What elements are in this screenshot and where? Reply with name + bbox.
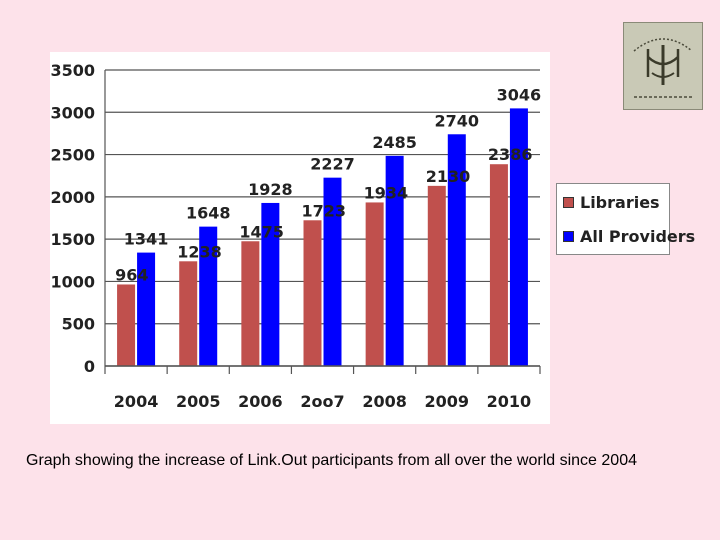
y-tick-label: 2500 [50, 146, 95, 165]
data-label-all-providers-2008: 2485 [372, 133, 417, 152]
legend-label-all-providers: All Providers [580, 227, 696, 246]
chart-caption: Graph showing the increase of Link.Out p… [26, 452, 637, 469]
legend-swatch-all-providers [563, 231, 574, 242]
y-tick-label: 2000 [50, 188, 95, 207]
data-label-libraries-2008: 1934 [364, 183, 409, 202]
bar-libraries-2010 [489, 164, 508, 366]
data-label-libraries-2oo7: 1723 [302, 201, 347, 220]
bar-libraries-2006 [241, 241, 260, 366]
bar-all-providers-2008 [385, 155, 404, 366]
data-label-libraries-2005: 1238 [177, 242, 222, 261]
legend-label-libraries: Libraries [580, 193, 660, 212]
bar-libraries-2009 [427, 185, 446, 366]
x-tick-label: 2006 [238, 392, 283, 411]
y-tick-label: 1000 [50, 272, 95, 291]
x-tick-label: 2009 [425, 392, 470, 411]
bar-all-providers-2004 [137, 252, 156, 366]
y-tick-label: 500 [62, 315, 95, 334]
data-label-all-providers-2009: 2740 [435, 111, 480, 130]
data-label-libraries-2010: 2386 [488, 145, 533, 164]
bar-libraries-2004 [117, 284, 136, 366]
x-tick-label: 2oo7 [300, 392, 344, 411]
bar-all-providers-2005 [199, 226, 218, 366]
bar-all-providers-2009 [447, 134, 466, 366]
x-tick-label: 2010 [487, 392, 532, 411]
institution-logo [623, 22, 703, 110]
data-label-all-providers-2oo7: 2227 [310, 155, 355, 174]
data-label-libraries-2004: 964 [115, 265, 148, 284]
chart-panel: 964 1341 1238 1648 1475 1928 1723 2227 1934 2485 2… [50, 52, 550, 424]
data-label-all-providers-2004: 1341 [124, 230, 169, 249]
bar-libraries-2008 [365, 202, 384, 366]
y-tick-label: 3000 [50, 103, 95, 122]
bar-all-providers-2oo7 [323, 177, 342, 366]
bar-libraries-2oo7 [303, 220, 322, 366]
chart-legend: Libraries All Providers [556, 183, 695, 255]
y-tick-label: 3500 [50, 61, 95, 80]
x-tick-label: 2005 [176, 392, 221, 411]
emblem-icon [633, 38, 693, 98]
bar-chart: 964 1341 1238 1648 1475 1928 1723 2227 1934 2485 2… [50, 61, 542, 411]
legend-swatch-libraries [563, 197, 574, 208]
data-label-libraries-2009: 2130 [426, 167, 471, 186]
y-tick-label: 1500 [50, 230, 95, 249]
y-tick-label: 0 [84, 357, 95, 376]
data-label-libraries-2006: 1475 [239, 222, 284, 241]
legend-item-all-providers: All Providers [563, 227, 695, 246]
legend-item-libraries: Libraries [563, 193, 660, 212]
bar-all-providers-2006 [261, 202, 280, 366]
data-label-all-providers-2010: 3046 [497, 85, 542, 104]
bar-all-providers-2010 [509, 108, 528, 366]
data-label-all-providers-2006: 1928 [248, 180, 293, 199]
x-tick-label: 2004 [114, 392, 159, 411]
bar-libraries-2005 [179, 261, 198, 366]
x-tick-label: 2008 [362, 392, 407, 411]
data-label-all-providers-2005: 1648 [186, 204, 231, 223]
